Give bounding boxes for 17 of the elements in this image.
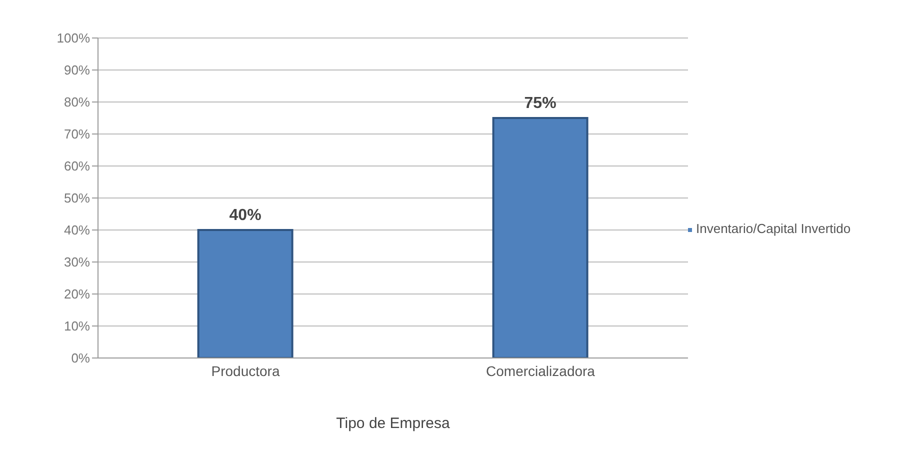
x-tick-label: Comercializadora (486, 362, 596, 379)
y-tick-label: 10% (64, 318, 90, 334)
x-axis-title: Tipo de Empresa (336, 415, 450, 432)
y-tick-label: 0% (71, 350, 90, 366)
y-tick-label: 80% (64, 94, 90, 110)
y-tick-label: 60% (64, 158, 90, 174)
y-tick-label: 90% (64, 62, 90, 78)
data-label: 75% (524, 95, 556, 112)
y-tick-label: 50% (64, 190, 90, 206)
y-tick-label: 20% (64, 286, 90, 302)
y-tick-label: 70% (64, 126, 90, 142)
y-tick-label: 40% (64, 222, 90, 238)
y-tick-label: 100% (56, 30, 90, 46)
legend-label: Inventario/Capital Invertido (696, 220, 851, 236)
x-tick-label: Productora (211, 362, 280, 379)
y-tick-label: 30% (64, 254, 90, 270)
data-label: 40% (229, 207, 262, 224)
